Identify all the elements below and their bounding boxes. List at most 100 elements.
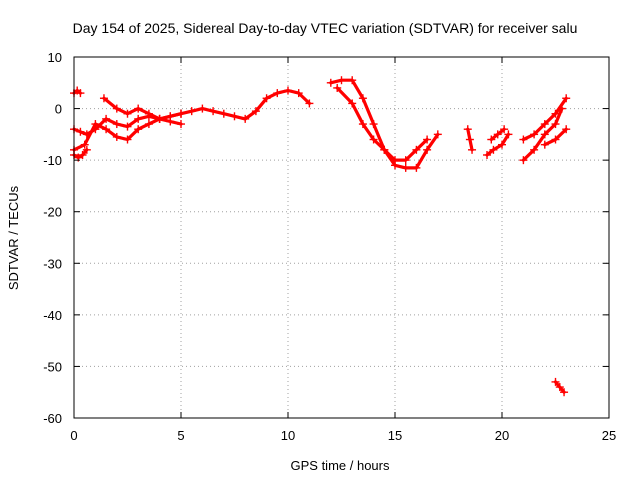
data-point: [198, 104, 207, 113]
data-point: [82, 145, 91, 154]
data-point: [463, 125, 472, 134]
y-tick-label: 10: [48, 50, 62, 65]
data-point: [562, 125, 571, 134]
data-point: [348, 76, 357, 85]
series-layer: [70, 76, 571, 397]
data-point: [540, 140, 549, 149]
data-point: [562, 94, 571, 103]
data-point: [273, 89, 282, 98]
grid-layer: [74, 57, 609, 418]
data-point: [530, 130, 539, 139]
data-point: [551, 377, 560, 386]
data-point: [99, 94, 108, 103]
data-point: [500, 125, 509, 134]
data-point: [504, 130, 513, 139]
data-point: [112, 132, 121, 141]
data-point: [369, 135, 378, 144]
data-point: [412, 163, 421, 172]
y-axis-label: SDTVAR / TECUs: [6, 185, 21, 290]
series-trace-a: [72, 88, 311, 136]
data-point: [551, 135, 560, 144]
data-point: [530, 145, 539, 154]
data-point: [358, 94, 367, 103]
data-point: [241, 114, 250, 123]
data-point: [540, 120, 549, 129]
data-point: [177, 109, 185, 118]
data-point: [423, 145, 432, 154]
data-point: [166, 117, 175, 126]
data-point: [433, 130, 442, 139]
data-point: [112, 104, 121, 113]
data-point: [102, 114, 111, 123]
data-point: [333, 83, 342, 92]
data-point: [177, 120, 185, 129]
y-tick-label: -30: [43, 256, 62, 271]
data-point: [557, 104, 566, 113]
y-tick-label: -20: [43, 205, 62, 220]
data-point: [80, 140, 89, 149]
data-point: [391, 156, 399, 165]
data-point: [219, 109, 228, 118]
data-point: [489, 145, 498, 154]
data-point: [380, 145, 389, 154]
data-point: [76, 127, 85, 136]
data-point: [412, 145, 421, 154]
data-point: [423, 135, 432, 144]
data-point: [187, 107, 196, 116]
data-point: [519, 156, 528, 165]
data-point: [112, 120, 121, 129]
data-point: [519, 135, 528, 144]
plot-frame: [73, 56, 610, 419]
data-point: [468, 145, 477, 154]
data-point: [251, 107, 260, 116]
data-point: [498, 140, 506, 149]
x-tick-label: 20: [495, 428, 509, 443]
data-point: [155, 114, 164, 123]
x-tick-label: 25: [602, 428, 616, 443]
data-point: [144, 120, 153, 129]
y-tick-label: -40: [43, 308, 62, 323]
data-point: [144, 109, 153, 118]
data-point: [401, 163, 410, 172]
data-point: [262, 94, 271, 103]
data-point: [493, 130, 502, 139]
data-point: [465, 135, 474, 144]
data-point: [348, 99, 357, 108]
data-point: [134, 114, 143, 123]
data-point: [134, 104, 143, 113]
data-point: [358, 120, 367, 129]
tick-layer: 0 5 10 15 20 25 10 0 -10 -20 -30 -40 -50 -60: [43, 50, 616, 443]
series-trace-d: [329, 78, 440, 170]
data-point: [305, 99, 314, 108]
x-tick-label: 10: [281, 428, 295, 443]
data-point: [487, 135, 496, 144]
data-point: [326, 78, 335, 87]
data-point: [294, 89, 303, 98]
series-trace-c: [102, 96, 183, 126]
data-point: [209, 107, 218, 116]
y-tick-label: -50: [43, 359, 62, 374]
data-point: [123, 122, 132, 131]
data-point: [134, 125, 143, 134]
x-tick-label: 15: [388, 428, 402, 443]
data-point: [76, 89, 85, 98]
data-point: [560, 388, 569, 397]
data-point: [123, 135, 132, 144]
y-tick-label: -60: [43, 411, 62, 426]
data-point: [337, 76, 346, 85]
x-tick-label: 5: [177, 428, 184, 443]
data-point: [91, 120, 100, 129]
data-point: [401, 156, 410, 165]
data-point: [78, 150, 87, 159]
data-point: [551, 120, 560, 129]
data-point: [230, 112, 239, 121]
data-point: [123, 109, 132, 118]
y-tick-label: 0: [55, 102, 62, 117]
data-point: [369, 120, 378, 129]
data-point: [483, 150, 492, 159]
data-point: [102, 125, 111, 134]
x-tick-label: 0: [70, 428, 77, 443]
series-trace-i: [485, 132, 510, 157]
series-trace-g: [72, 148, 89, 160]
